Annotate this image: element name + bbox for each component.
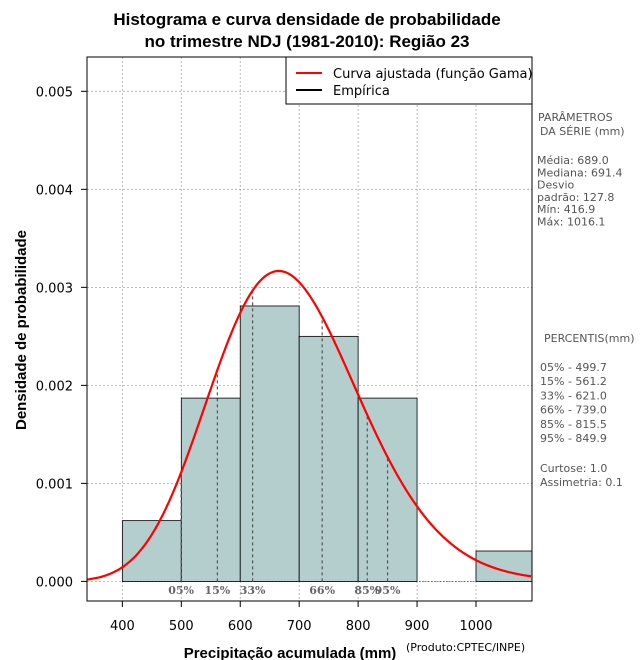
param-line: Máx: 1016.1 [537, 216, 605, 229]
y-tick-label: 0.002 [36, 379, 73, 394]
histogram-bar [298, 335, 359, 582]
legend: Curva ajustada (função Gama) Empírica [285, 56, 533, 105]
percentile-markers: 05% 15% 33% 66% 85%95% [168, 290, 401, 597]
y-tick-label: 0.000 [36, 575, 73, 590]
percentil-line: 95% - 849.9 [540, 432, 607, 445]
x-axis-title: Precipitação acumulada (mm) [184, 645, 397, 660]
legend-box [285, 56, 533, 105]
params-title-line2: DA SÉRIE (mm) [540, 125, 625, 138]
percentil-line: 85% - 815.5 [540, 418, 607, 431]
stat-line: Curtose: 1.0 [540, 462, 607, 475]
legend-curve-label: Curva ajustada (função Gama) [333, 67, 533, 82]
axes: 400 500 600 700 800 900 1000 0.000 0.001 0.002 0.0… [36, 85, 493, 634]
percentile-label: 66% [309, 584, 335, 597]
side-panel: PARÂMETROS DA SÉRIE (mm) Média: 689.0Med… [537, 111, 635, 489]
stat-line: Assimetria: 0.1 [540, 476, 623, 489]
credit-text: (Produto:CPTEC/INPE) [406, 641, 525, 654]
fitted-curve-layer [86, 269, 532, 581]
x-tick-label: 1000 [459, 619, 492, 634]
params-title-line1: PARÂMETROS [538, 111, 613, 124]
histogram-bar [475, 550, 533, 582]
histogram-bar [121, 520, 182, 582]
chart-title-line2: no trimestre NDJ (1981-2010): Região 23 [144, 32, 469, 51]
x-tick-label: 400 [110, 619, 135, 634]
y-axis-title: Densidade de probabilidade [13, 230, 30, 430]
percentile-label: 85% [354, 584, 380, 597]
percentile-label: 15% [204, 584, 230, 597]
x-tick-label: 700 [287, 619, 312, 634]
percentile-label: 95% [375, 584, 401, 597]
percentis-list: 05% - 499.715% - 561.233% - 621.0 66% - 7… [540, 361, 607, 445]
histogram-bar [239, 305, 300, 582]
param-line: Mediana: 691.4 [537, 166, 622, 179]
percentile-label: 33% [240, 584, 266, 597]
legend-empirical-label: Empírica [333, 84, 390, 99]
param-line: Média: 689.0 [537, 154, 609, 167]
fitted-gamma-curve [86, 269, 532, 581]
y-tick-label: 0.004 [36, 183, 73, 198]
y-tick-label: 0.001 [36, 477, 73, 492]
percentil-line: 33% - 621.0 [540, 389, 607, 402]
histogram-bar [180, 397, 241, 582]
percentil-line: 66% - 739.0 [540, 404, 607, 417]
percentil-line: 15% - 561.2 [540, 375, 607, 388]
param-line: Desvio [537, 179, 575, 192]
param-line: padrão: 127.8 [537, 191, 614, 204]
param-line: Mín: 416.9 [537, 203, 595, 216]
percentile-label: 05% [168, 584, 194, 597]
x-tick-label: 600 [228, 619, 253, 634]
y-tick-label: 0.003 [36, 281, 73, 296]
histogram-bars [121, 305, 533, 582]
x-tick-label: 800 [346, 619, 371, 634]
percentil-line: 05% - 499.7 [540, 361, 607, 374]
y-tick-label: 0.005 [36, 85, 73, 100]
percentis-title: PERCENTIS(mm) [544, 332, 635, 345]
x-tick-label: 500 [169, 619, 194, 634]
chart-title-line1: Histograma e curva densidade de probabil… [113, 10, 500, 29]
x-tick-label: 900 [405, 619, 430, 634]
